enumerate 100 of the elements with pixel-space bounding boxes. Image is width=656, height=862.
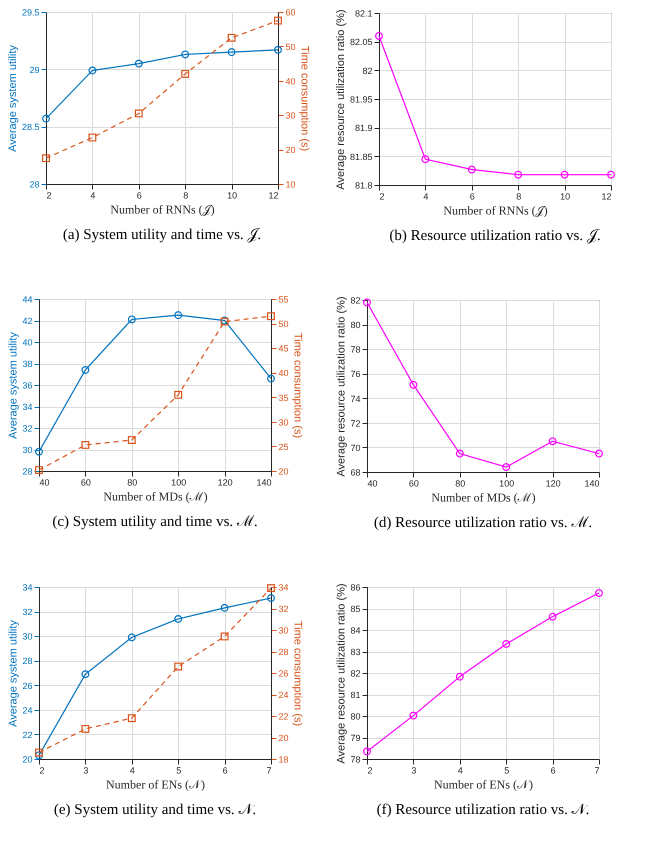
y-tick-label: 20 <box>22 754 32 764</box>
y2-tick-label: 35 <box>278 392 289 403</box>
y-tick-label: 34 <box>22 582 32 592</box>
y2-tick-label: 30 <box>278 626 289 636</box>
y-tick-label: 22 <box>22 730 32 740</box>
x-tick-label: 6 <box>222 766 228 776</box>
text: (f) Resource utilization ratio vs. 𝒩. <box>376 802 590 818</box>
point <box>560 170 569 179</box>
point <box>274 46 282 54</box>
y-tick-label: 30 <box>22 632 32 642</box>
y-tick-label: 32 <box>22 607 32 618</box>
text: (a) System utility and time vs. 𝒥. <box>62 227 262 243</box>
x-tick-label: 2 <box>46 190 52 200</box>
point <box>88 134 96 142</box>
point <box>468 166 476 174</box>
point <box>35 466 43 474</box>
x-tick-label: 8 <box>183 190 188 200</box>
x-tick-label: 3 <box>83 766 88 776</box>
y-tick-label: 28 <box>22 466 32 476</box>
point <box>128 714 136 722</box>
x-tick-label: 140 <box>584 478 600 488</box>
point <box>409 712 418 720</box>
y-tick-label: 78 <box>350 344 360 355</box>
y2-tick-label: 20 <box>278 733 289 743</box>
point <box>35 751 43 760</box>
point <box>514 170 522 179</box>
point <box>548 437 557 446</box>
x-tick-label: 2 <box>380 192 385 202</box>
y-tick-label: 81.9 <box>354 123 372 134</box>
point <box>456 672 464 681</box>
y-axis-title: Average resource utilization ratio (%) <box>335 583 348 764</box>
x-tick-label: 2 <box>40 766 45 776</box>
y2-tick-label: 26 <box>278 668 289 678</box>
point <box>267 594 275 602</box>
x-axis-title: Number of ENs (𝒩) <box>434 778 533 792</box>
y2-tick-label: 18 <box>278 754 289 764</box>
x-tick-label: 80 <box>455 478 466 488</box>
point <box>42 114 50 123</box>
x-tick-label: 60 <box>80 478 91 488</box>
point <box>267 584 275 592</box>
point <box>595 450 603 458</box>
x-tick-label: 120 <box>546 478 561 488</box>
y2-tick-label: 60 <box>286 8 296 18</box>
x-tick-label: 10 <box>227 190 238 200</box>
y-tick-label: 74 <box>350 394 360 404</box>
x-axis-title: Number of RNNs (𝒥) <box>443 204 548 218</box>
point <box>81 724 90 733</box>
point <box>134 110 143 118</box>
y-axis-title: Average system utility <box>7 620 20 727</box>
y-tick-label: 80 <box>350 320 360 330</box>
y-tick-label: 84 <box>350 626 360 636</box>
x-tick-label: 6 <box>470 192 475 202</box>
y-tick-label: 24 <box>22 705 32 716</box>
y-tick-label: 34 <box>22 402 32 412</box>
x-tick-label: 8 <box>516 192 522 202</box>
y-tick-label: 82 <box>350 296 360 306</box>
text: (e) System utility and time vs. 𝒩. <box>54 802 256 818</box>
y-tick-label: 83 <box>350 647 360 657</box>
y-axis-title: Average system utility <box>7 332 20 439</box>
y-tick-label: 82.05 <box>350 37 372 48</box>
point <box>595 589 603 597</box>
x-tick-label: 4 <box>458 766 463 776</box>
x-tick-label: 100 <box>171 478 186 488</box>
y2-tick-label: 34 <box>278 582 289 592</box>
y2-axis-title: Time consumption (s) <box>292 332 304 438</box>
y-axis-title: Average resource utilization ratio (%) <box>334 9 347 190</box>
y-tick-label: 28 <box>29 180 40 190</box>
point <box>181 50 190 58</box>
y2-tick-label: 50 <box>278 319 289 330</box>
y-tick-label: 42 <box>22 316 32 326</box>
y-tick-label: 29 <box>29 64 40 75</box>
x-tick-label: 40 <box>40 478 50 488</box>
x-axis-title: Number of ENs (𝒩) <box>106 778 205 792</box>
y-tick-label: 78 <box>350 754 360 764</box>
y-tick-label: 29.5 <box>22 8 40 18</box>
y2-tick-label: 40 <box>286 76 296 86</box>
x-tick-label: 2 <box>368 766 373 776</box>
y2-tick-label: 20 <box>286 145 296 156</box>
point <box>502 640 510 648</box>
y2-axis-title: Time consumption (s) <box>298 46 311 152</box>
point <box>128 633 136 642</box>
point <box>128 436 136 444</box>
point <box>174 662 182 671</box>
y-tick-label: 81.8 <box>354 180 372 190</box>
point <box>42 154 50 162</box>
y-tick-label: 30 <box>22 445 32 455</box>
y-tick-label: 76 <box>350 369 360 380</box>
y-axis-title: Average resource utilization ratio (%) <box>335 296 348 477</box>
y-tick-label: 28 <box>22 656 32 666</box>
y2-tick-label: 30 <box>278 417 289 428</box>
point <box>174 614 182 623</box>
y-tick-label: 40 <box>22 338 32 348</box>
y-tick-label: 85 <box>350 604 360 614</box>
text: (b) Resource utilization ratio vs. 𝒥. <box>389 228 601 244</box>
point <box>502 463 510 472</box>
point <box>81 670 90 678</box>
x-tick-label: 10 <box>560 192 570 202</box>
y-tick-label: 70 <box>350 442 360 453</box>
x-tick-label: 12 <box>268 190 278 200</box>
x-tick-label: 3 <box>411 766 416 776</box>
